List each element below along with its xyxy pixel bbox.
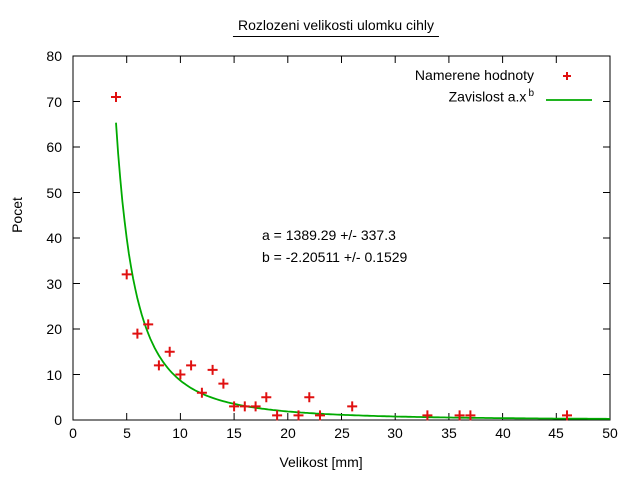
y-tick-label-80: 80 [46, 48, 62, 64]
x-tick-label-20: 20 [280, 425, 296, 441]
x-tick-label-0: 0 [69, 425, 77, 441]
legend-label-fit-text: Zavislost a.x [448, 88, 527, 105]
fit-annotation-b: b = -2.20511 +/- 0.1529 [262, 249, 408, 265]
x-axis-label: Velikost [mm] [279, 454, 363, 470]
legend-label-measured: Namerene hodnoty [414, 67, 534, 83]
fit-curve [115, 122, 610, 420]
x-tick-label-15: 15 [226, 425, 242, 441]
y-tick-label-60: 60 [46, 139, 62, 155]
chart-title-underline: Rozlozeni velikosti ulomku cihly [232, 17, 440, 37]
x-tick-label-50: 50 [602, 425, 618, 441]
y-tick-label-70: 70 [46, 94, 62, 110]
x-tick-label-10: 10 [172, 425, 188, 441]
data-points [111, 92, 572, 421]
chart-title: Rozlozeni velikosti ulomku cihly [232, 17, 440, 37]
y-tick-label-40: 40 [46, 230, 62, 246]
x-tick-label-45: 45 [548, 425, 564, 441]
y-tick-label-50: 50 [46, 185, 62, 201]
x-tick-label-35: 35 [441, 425, 457, 441]
y-axis-label-text: Pocet [9, 197, 25, 233]
y-tick-label-20: 20 [46, 321, 62, 337]
x-tick-label-5: 5 [123, 425, 131, 441]
legend-label-fit-exponent: b [528, 88, 534, 99]
x-tick-label-30: 30 [387, 425, 403, 441]
fit-annotation-a: a = 1389.29 +/- 337.3 [262, 227, 396, 243]
y-tick-label-30: 30 [46, 276, 62, 292]
legend-plus-marker [563, 72, 571, 80]
x-tick-label-40: 40 [495, 425, 511, 441]
legend-label-fit: Zavislost a.x b [449, 88, 534, 105]
y-tick-label-10: 10 [46, 367, 62, 383]
x-tick-label-25: 25 [334, 425, 350, 441]
y-tick-label-0: 0 [54, 412, 62, 428]
